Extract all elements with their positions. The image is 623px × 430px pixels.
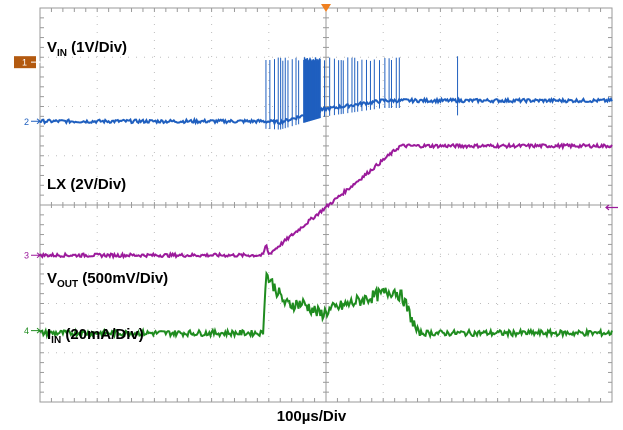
trace-label-lx: LX (2V/Div) <box>47 176 126 193</box>
channel-arrow-iin <box>31 327 41 334</box>
trace-label-main: V <box>47 270 57 287</box>
trace-label-iin: IIN (20mA/Div) <box>47 326 144 346</box>
trace-label-main: I <box>47 326 51 343</box>
channel-marker-vin <box>14 56 36 69</box>
channel-arrow-vout <box>31 252 41 259</box>
trace-label-subscript: IN <box>57 48 67 59</box>
trigger-marker <box>321 4 331 12</box>
waveform-traces <box>39 56 613 340</box>
trace-lx <box>39 96 613 127</box>
channel-number-iin: 4 <box>24 326 29 336</box>
trace-iin <box>39 270 613 340</box>
plot-grid <box>39 4 613 403</box>
trace-vout <box>39 141 613 260</box>
channel-markers: 1 2 3 4 <box>14 56 618 336</box>
trace-label-vout: VOUT (500mV/Div) <box>47 270 168 290</box>
channel-arrow-vin <box>31 59 41 66</box>
trace-label-subscript: IN <box>51 335 61 346</box>
trace-label-vin: VIN (1V/Div) <box>47 39 127 59</box>
channel-number-vout: 3 <box>24 251 29 261</box>
trace-labels: VIN (1V/Div)LX (2V/Div)VOUT (500mV/Div)I… <box>47 39 168 346</box>
channel-number-vin: 1 <box>22 58 27 68</box>
trace-label-subscript: OUT <box>57 279 78 290</box>
trace-label-scale: (500mV/Div) <box>78 270 168 287</box>
trace-label-main: LX (2V/Div) <box>47 176 126 193</box>
channel-number-lx: 2 <box>24 117 29 127</box>
trace-label-scale: (1V/Div) <box>67 39 127 56</box>
trace-label-scale: (20mA/Div) <box>61 326 144 343</box>
channel-arrow-lx <box>31 118 41 125</box>
trace-label-main: V <box>47 39 57 56</box>
right-marker-vout <box>605 204 618 211</box>
x-axis-label: 100µs/Div <box>276 408 347 425</box>
